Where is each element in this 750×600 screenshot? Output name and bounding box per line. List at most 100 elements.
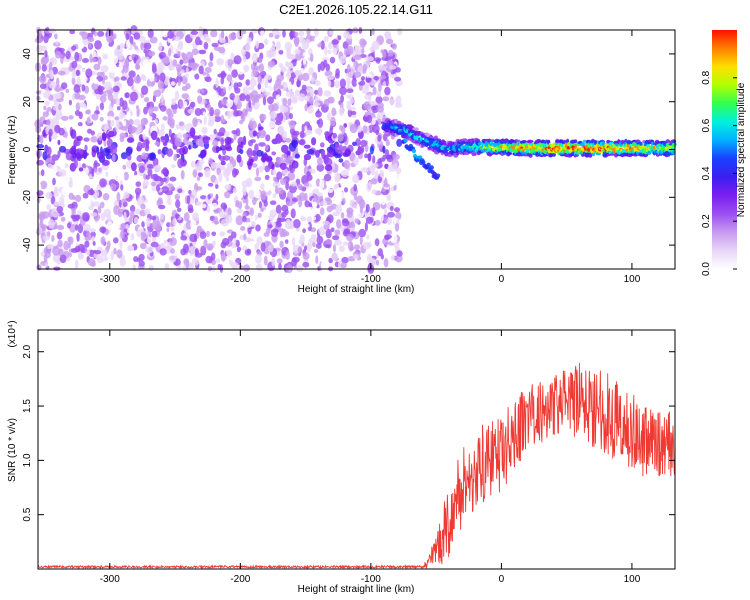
spectrogram-cell xyxy=(255,254,262,264)
spectrogram-cell xyxy=(242,186,247,196)
spectrogram-cell xyxy=(292,256,300,263)
spectrogram-cell xyxy=(343,163,348,168)
spectrogram-cell xyxy=(291,160,299,169)
spectrogram-cell xyxy=(120,152,128,160)
spectrogram-cell xyxy=(157,149,162,155)
spectrogram-cell xyxy=(285,90,294,98)
spectrogram-cell xyxy=(258,142,266,147)
spectrogram-cell xyxy=(203,239,208,249)
spectrogram-cell xyxy=(393,240,400,249)
spectrogram-cell xyxy=(252,99,256,106)
spectrogram-cell xyxy=(252,53,258,63)
spectrogram-cell xyxy=(103,255,108,262)
spectrogram-cell xyxy=(74,259,79,270)
spectrogram-cell xyxy=(166,148,173,157)
spectrogram-cell xyxy=(324,164,333,171)
spectrogram-cell xyxy=(392,154,401,160)
spectrogram-cell xyxy=(51,154,60,161)
spectrogram-cell xyxy=(220,202,227,210)
spectrogram-cell xyxy=(233,253,238,259)
spectrogram-cell xyxy=(609,153,615,156)
spectrogram-cell xyxy=(158,204,166,210)
spectrogram-cell xyxy=(84,144,88,152)
spectrogram-cell xyxy=(304,103,308,112)
spectrogram-cell xyxy=(147,236,153,244)
spectrogram-cell xyxy=(101,159,110,166)
spectrogram-cell xyxy=(314,45,317,53)
spectrogram-cell xyxy=(389,233,398,244)
spectrogram-cell xyxy=(276,258,283,264)
spectrogram-cell xyxy=(263,152,268,157)
spectrogram-cell xyxy=(361,47,365,55)
spectrogram-cell xyxy=(396,138,403,147)
spectrogram-cell xyxy=(320,142,325,148)
spectrogram-cell xyxy=(298,30,305,37)
spectrogram-cell xyxy=(219,231,225,237)
spectrogram-cell xyxy=(315,255,319,264)
spectrogram-cell xyxy=(351,78,358,87)
spectrogram-cell xyxy=(220,241,227,249)
spectrogram-cell xyxy=(242,264,251,272)
spectrogram-cell xyxy=(246,147,253,158)
spectrogram-cell xyxy=(130,233,135,241)
spectrogram-cell xyxy=(294,69,302,76)
spectrogram-cell xyxy=(275,137,282,144)
spectrogram-cell xyxy=(297,93,306,102)
spectrogram-cell xyxy=(220,252,226,262)
spectrogram-cell xyxy=(59,254,67,264)
spectrogram-cell xyxy=(82,108,86,114)
spectrogram-cell xyxy=(69,29,76,35)
spectrogram-cell xyxy=(167,216,172,221)
spectrogram-cell xyxy=(373,75,379,81)
spectrogram-cell xyxy=(251,163,258,168)
spectrogram-cell xyxy=(216,58,224,66)
spectrogram-cell xyxy=(192,117,198,128)
spectrogram-cell xyxy=(231,63,238,69)
spectrogram-cell xyxy=(200,149,207,158)
spectrogram-cell xyxy=(299,138,306,146)
spectrogram-cell xyxy=(117,45,121,50)
spectrogram-cell xyxy=(135,64,140,70)
spectrogram-cell xyxy=(194,108,202,116)
spectrogram-cell xyxy=(258,57,263,64)
spectrogram-cell xyxy=(73,179,79,185)
spectrogram-cell xyxy=(284,239,289,245)
spectrogram-cell xyxy=(226,74,233,82)
spectrogram-cell xyxy=(92,201,101,207)
spectrogram-cell xyxy=(296,195,303,200)
spectrogram-cell xyxy=(181,93,190,99)
spectrogram-cell xyxy=(236,208,243,214)
spectrogram-cell xyxy=(347,64,351,72)
spectrogram-cell xyxy=(180,235,188,241)
spectrogram-cell xyxy=(96,71,104,77)
spectrogram-cell xyxy=(262,209,267,219)
spectrogram-cell xyxy=(86,231,92,239)
spectrogram-cell xyxy=(198,172,203,178)
spectrogram-cell xyxy=(70,248,79,253)
spectrogram-cell xyxy=(211,231,217,237)
spectrogram-cell xyxy=(116,192,121,202)
spectrogram-cell xyxy=(110,183,117,191)
spectrogram-cell xyxy=(56,77,60,87)
spectrogram-cell xyxy=(250,93,254,99)
spectrogram-cell xyxy=(133,32,141,40)
x-tick-label: 100 xyxy=(624,574,641,585)
spectrogram-cell xyxy=(121,112,126,118)
spectrogram-cell xyxy=(238,29,247,35)
spectrogram-cell xyxy=(349,242,354,252)
spectrogram-cell xyxy=(396,250,403,257)
spectrogram-cell xyxy=(506,151,513,156)
spectrogram-cell xyxy=(79,31,85,36)
spectrogram-cell xyxy=(180,170,185,180)
spectrogram-cell xyxy=(309,96,314,105)
spectrogram-cell xyxy=(294,89,300,97)
spectrogram-cell xyxy=(460,142,464,146)
spectrogram-cell xyxy=(171,164,176,169)
spectrogram-cell xyxy=(104,81,112,91)
spectrogram-cell xyxy=(329,56,336,64)
spectrogram-cell xyxy=(90,130,95,136)
spectrogram-cell xyxy=(67,203,76,209)
spectrogram-cell xyxy=(354,71,362,79)
spectrogram-cell xyxy=(189,246,195,252)
spectrogram-cell xyxy=(168,48,172,57)
